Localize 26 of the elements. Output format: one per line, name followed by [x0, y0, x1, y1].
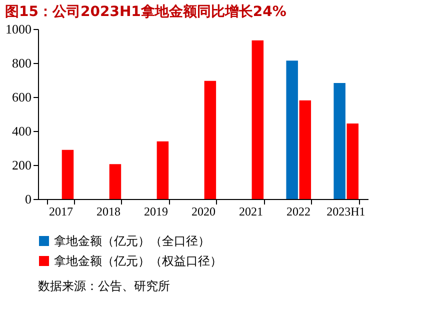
- x-tick-label: 2021: [238, 204, 263, 218]
- y-tick-label: 400: [12, 124, 32, 138]
- bar: [299, 100, 312, 199]
- x-tick-label: 2017: [49, 204, 74, 218]
- x-tick-label: 2022: [286, 204, 310, 218]
- x-tick-label: 2023H1: [326, 204, 366, 218]
- y-tick-label: 200: [12, 158, 32, 172]
- chart-title: 图15：公司2023H1拿地金额同比增长24%: [5, 3, 286, 20]
- bar: [252, 40, 264, 199]
- y-tick-label: 1000: [6, 22, 32, 36]
- bar: [204, 80, 216, 199]
- bar: [109, 164, 122, 199]
- y-tick-label: 600: [12, 90, 32, 104]
- x-tick-label: 2019: [144, 204, 168, 218]
- y-tick-label: 0: [25, 192, 32, 206]
- legend-label: 拿地金额（亿元）（权益口径）: [54, 254, 222, 268]
- bar: [286, 60, 298, 199]
- bar: [334, 83, 346, 199]
- bar: [156, 141, 169, 199]
- x-tick-label: 2020: [192, 204, 216, 218]
- source-note: 数据来源：公告、研究所: [38, 279, 170, 293]
- x-tick-label: 2018: [96, 204, 121, 218]
- y-tick-label: 800: [12, 56, 32, 70]
- bar: [346, 124, 359, 199]
- bar: [62, 150, 74, 199]
- legend-label: 拿地金额（亿元）（全口径）: [54, 234, 210, 248]
